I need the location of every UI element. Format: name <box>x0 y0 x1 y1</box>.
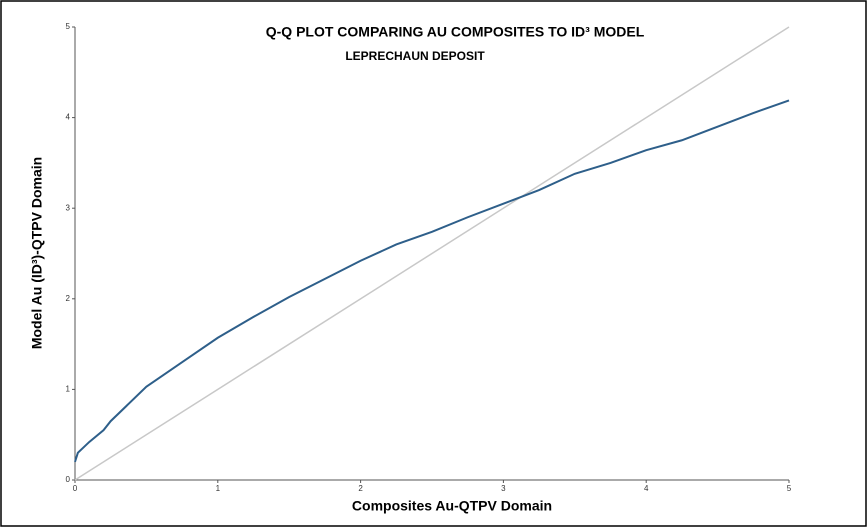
series-line <box>74 99 790 463</box>
y-tick-label: 3 <box>66 203 71 212</box>
x-axis-label: Composites Au-QTPV Domain <box>352 498 552 514</box>
x-tick-label: 3 <box>501 484 506 493</box>
y-tick-label: 5 <box>66 22 71 31</box>
x-tick-label: 2 <box>358 484 363 493</box>
y-tick-label: 2 <box>66 294 71 303</box>
chart-title: Q-Q PLOT COMPARING AU COMPOSITES TO ID³ … <box>266 24 645 40</box>
y-tick-label: 0 <box>66 475 71 484</box>
chart-subtitle: LEPRECHAUN DEPOSIT <box>345 49 485 63</box>
x-tick-label: 4 <box>644 484 649 493</box>
x-tick-label: 0 <box>73 484 78 493</box>
y-tick-label: 4 <box>66 113 71 122</box>
y-tick-label: 1 <box>66 385 71 394</box>
x-tick-label: 5 <box>787 484 792 493</box>
y-axis-label: Model Au (ID³)-QTPV Domain <box>29 157 45 349</box>
series-line <box>74 26 790 481</box>
x-tick-label: 1 <box>216 484 221 493</box>
